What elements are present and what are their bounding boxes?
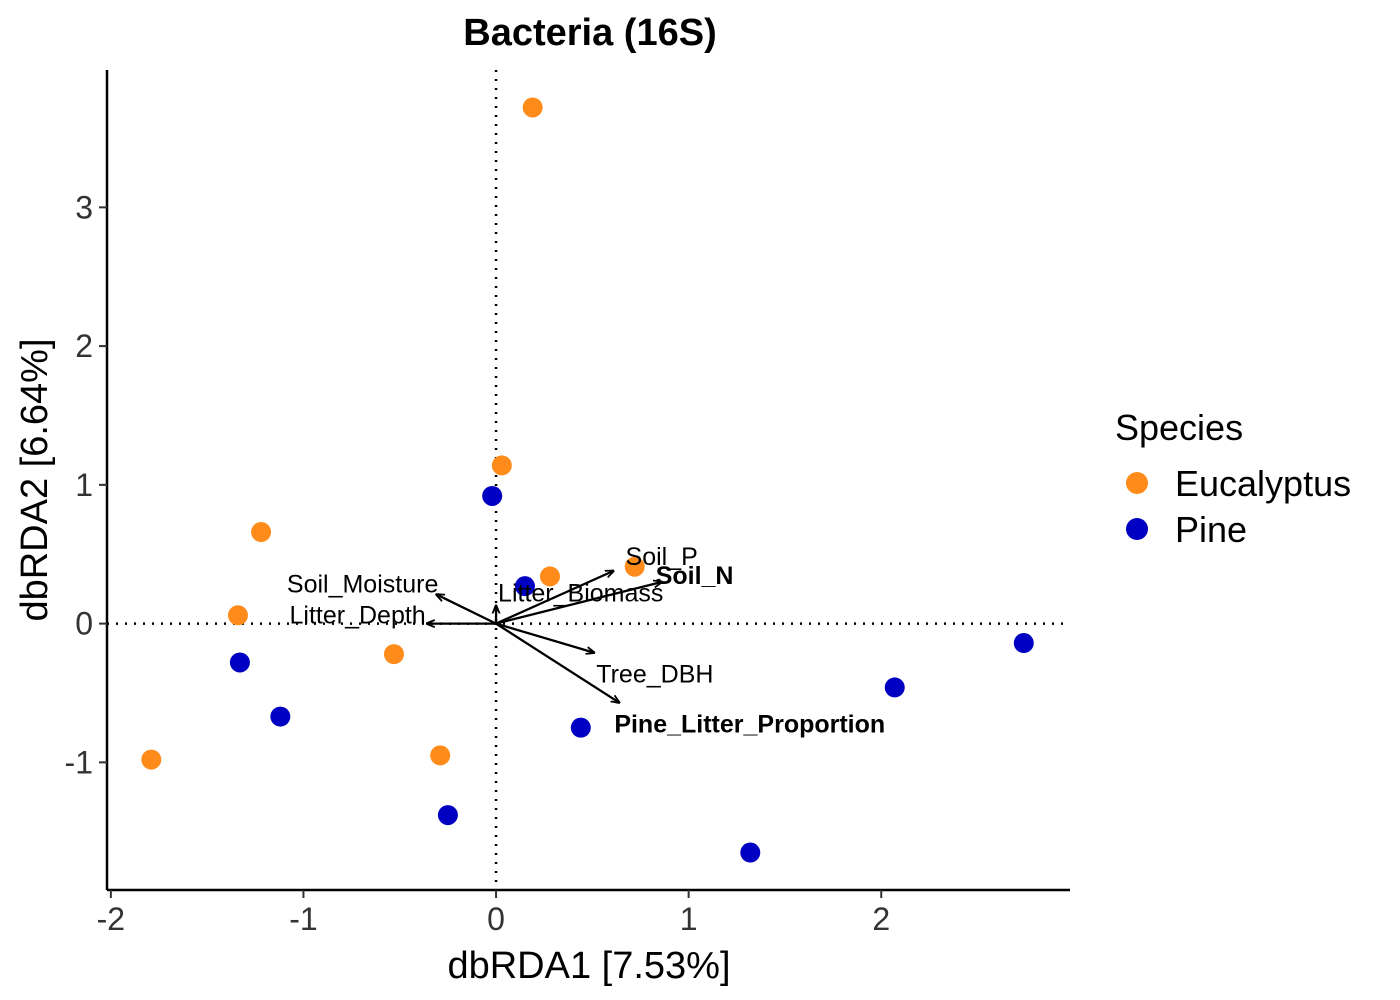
legend-label-eucalyptus: Eucalyptus <box>1175 463 1351 504</box>
vector-label-tree-dbh: Tree_DBH <box>596 661 713 689</box>
y-axis-ticks: -1 0 1 2 3 <box>65 189 107 780</box>
vectors-layer <box>427 571 662 703</box>
point-eucalyptus <box>227 605 248 626</box>
points-layer <box>141 97 1034 863</box>
point-eucalyptus <box>430 745 451 766</box>
legend-label-pine: Pine <box>1175 509 1247 550</box>
legend-key-eucalyptus <box>1126 472 1148 494</box>
point-pine <box>1013 633 1034 654</box>
y-tick-label: 2 <box>75 328 93 364</box>
point-pine <box>270 706 291 727</box>
vector-arrow-pine-litter-proportion <box>495 622 619 703</box>
vector-label-pine-litter-proportion: Pine_Litter_Proportion <box>614 711 885 739</box>
y-tick-label: 3 <box>75 189 93 225</box>
vector-arrow-soil-n <box>495 582 662 625</box>
x-tick-label: 2 <box>872 901 890 937</box>
point-eucalyptus <box>251 522 272 543</box>
vector-arrow-tree-dbh <box>495 622 594 653</box>
vector-arrow-soil-p <box>495 571 613 625</box>
y-axis-title: dbRDA2 [6.64%] <box>14 338 56 621</box>
x-tick-label: 1 <box>680 901 698 937</box>
point-pine <box>884 677 905 698</box>
vector-arrow-soil-moisture <box>436 594 497 625</box>
point-pine <box>229 652 250 673</box>
point-pine <box>437 805 458 826</box>
y-tick-label: -1 <box>65 744 93 780</box>
point-eucalyptus <box>522 97 543 118</box>
vector-label-soil-moisture: Soil_Moisture <box>287 570 438 598</box>
point-pine <box>482 485 503 506</box>
point-pine <box>570 717 591 738</box>
y-tick-label: 1 <box>75 467 93 503</box>
point-eucalyptus <box>539 566 560 587</box>
x-tick-label: -2 <box>97 901 125 937</box>
vector-label-soil-n: Soil_N <box>656 562 734 590</box>
vector-label-soil-p: Soil_P <box>626 543 698 571</box>
point-pine <box>514 576 535 597</box>
point-eucalyptus <box>383 644 404 665</box>
point-eucalyptus <box>491 455 512 476</box>
x-tick-label: -1 <box>289 901 317 937</box>
point-eucalyptus <box>141 749 162 770</box>
legend: Species Eucalyptus Pine <box>1115 407 1351 550</box>
legend-key-pine <box>1126 518 1148 540</box>
x-axis-ticks: -2 -1 0 1 2 <box>97 890 890 937</box>
chart-title: Bacteria (16S) <box>463 12 716 54</box>
vector-label-litter-depth: Litter_Depth <box>290 602 426 630</box>
x-tick-label: 0 <box>487 901 505 937</box>
y-tick-label: 0 <box>75 606 93 642</box>
legend-title: Species <box>1115 407 1243 448</box>
x-axis-title: dbRDA1 [7.53%] <box>447 945 730 987</box>
point-pine <box>740 842 761 863</box>
vector-label-litter-biomass: Litter_Biomass <box>498 580 663 608</box>
point-eucalyptus <box>624 556 645 577</box>
